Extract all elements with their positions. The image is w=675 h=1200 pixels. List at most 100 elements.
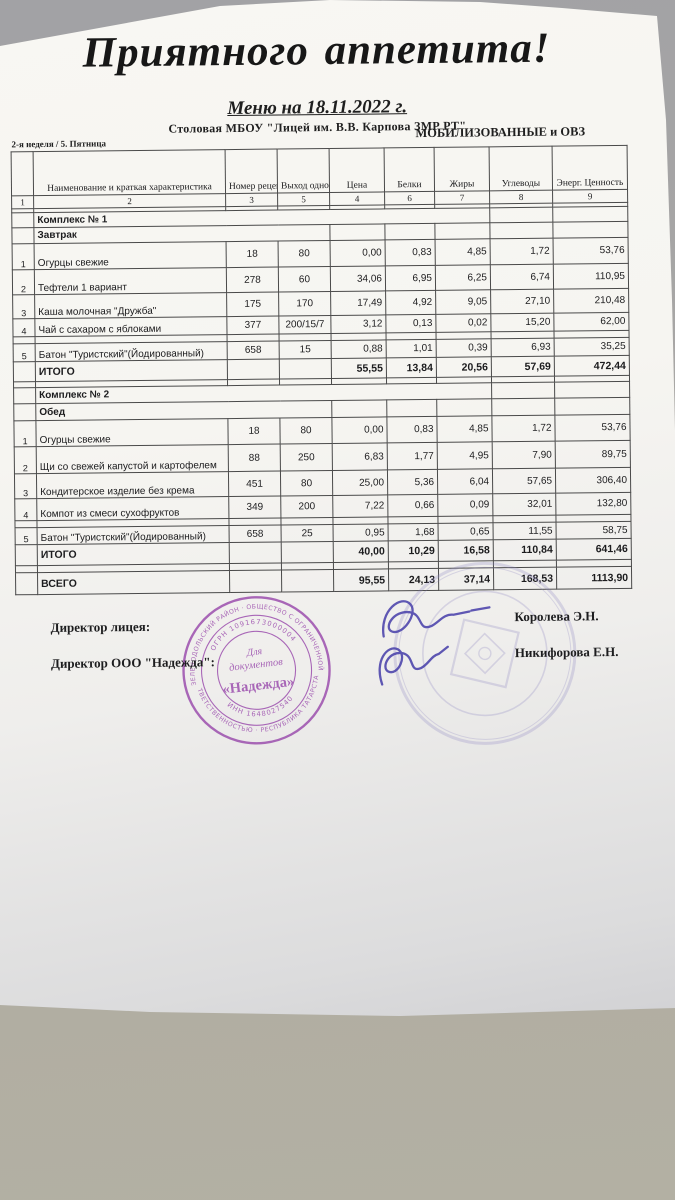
column-number: 1	[11, 195, 34, 209]
column-number: 9	[552, 189, 628, 204]
column-header-price: Цена	[329, 147, 385, 193]
header-row: Наименование и краткая характеристика Но…	[11, 145, 628, 196]
fat: 6,04	[437, 468, 493, 495]
fat: 0,09	[437, 493, 493, 517]
recipe-number: 278	[226, 267, 279, 293]
fat: 4,85	[436, 415, 493, 443]
week-day-label: 2-я неделя / 5. Пятница	[11, 138, 107, 150]
row-number: 4	[14, 498, 37, 521]
column-header-protein: Белки	[384, 147, 435, 192]
portion-size: 25	[281, 524, 334, 543]
energy: 58,75	[556, 521, 632, 540]
fat: 0,65	[438, 522, 494, 541]
carbs: 6,74	[490, 264, 554, 290]
column-header-energy: Энерг. Ценность	[552, 145, 628, 191]
protein: 0,83	[386, 416, 438, 443]
row-number: 2	[12, 269, 35, 295]
carbs: 1,72	[490, 238, 554, 265]
recipe-number: 349	[228, 496, 281, 519]
energy: 53,76	[554, 414, 631, 442]
subtotal-price: 55,55	[331, 357, 387, 379]
fat: 6,25	[435, 264, 491, 291]
price: 17,49	[330, 290, 386, 316]
recipe-number: 175	[226, 292, 279, 317]
director-nadezhda-label: Директор ООО "Надежда":	[50, 654, 215, 671]
stamp-outer-top-text: ЗЕЛЕНОДОЛЬСКИЙ РАЙОН · ОБЩЕСТВО С ОГРАНИ…	[182, 596, 326, 686]
recipe-number: 658	[229, 525, 282, 543]
menu-table: Наименование и краткая характеристика Но…	[11, 145, 633, 595]
energy: 62,00	[553, 312, 629, 332]
energy: 210,48	[553, 288, 629, 314]
protein: 1,68	[388, 523, 439, 541]
svg-text:ЗЕЛЕНОДОЛЬСКИЙ РАЙОН · ОБЩЕСТВ: ЗЕЛЕНОДОЛЬСКИЙ РАЙОН · ОБЩЕСТВО С ОГРАНИ…	[182, 596, 326, 686]
subtotal-label: ИТОГО	[35, 359, 228, 382]
portion-size: 200	[280, 495, 333, 519]
subtotal-price: 40,00	[333, 540, 389, 563]
fat: 0,02	[435, 313, 492, 333]
protein: 1,01	[386, 339, 437, 358]
row-number: 4	[12, 318, 36, 337]
signature-koroleva	[382, 600, 491, 638]
recipe-number: 451	[228, 471, 281, 497]
price: 6,83	[332, 442, 388, 471]
energy: 306,40	[555, 467, 631, 494]
fat: 4,95	[437, 441, 493, 470]
stamp-center-line1: Для	[245, 646, 263, 659]
row-number: 1	[13, 420, 37, 447]
subtotal-label: ИТОГО	[37, 542, 230, 566]
energy: 53,76	[553, 237, 629, 265]
portion-size: 80	[278, 240, 331, 268]
page-title: Приятного аппетита!	[82, 24, 551, 77]
protein: 4,92	[385, 290, 436, 315]
dish-name: Батон "Туристский"(Йодированный)	[35, 341, 228, 362]
dish-name: Тефтели 1 вариант	[34, 267, 227, 295]
signature-ink	[378, 600, 491, 686]
price: 0,00	[330, 239, 386, 267]
dish-name: Огурцы свежие	[34, 241, 227, 270]
stamp-center-line2: документов	[229, 657, 284, 674]
recipe-number: 658	[227, 341, 280, 360]
portion-size: 250	[280, 443, 333, 472]
signature-nikiforova	[378, 645, 449, 686]
protein: 0,13	[385, 314, 437, 333]
dish-name: Компот из смеси сухофруктов	[36, 496, 229, 521]
column-header-carbs: Углеводы	[489, 146, 553, 191]
audience-label: МОБИЛИЗОВАННЫЕ и ОВЗ	[415, 124, 586, 141]
protein: 1,77	[387, 442, 438, 470]
nadezhda-stamp: ЗЕЛЕНОДОЛЬСКИЙ РАЙОН · ОБЩЕСТВО С ОГРАНИ…	[160, 573, 331, 745]
protein: 6,95	[385, 265, 436, 291]
carbs: 27,10	[490, 289, 554, 314]
row-number: 2	[14, 446, 37, 474]
subtotal-protein: 13,84	[386, 357, 437, 378]
column-number: 8	[489, 190, 553, 204]
fat: 0,39	[436, 338, 492, 358]
energy: 89,75	[555, 440, 631, 469]
portion-size: 60	[278, 266, 331, 293]
price: 0,00	[331, 416, 388, 444]
column-number: 3	[225, 193, 278, 207]
dish-name: Огурцы свежие	[35, 418, 229, 447]
carbs: 57,65	[492, 468, 556, 494]
price: 0,88	[331, 339, 387, 359]
subtotal-carbs: 57,69	[491, 356, 555, 377]
recipe-number: 18	[227, 418, 281, 445]
energy: 110,95	[553, 263, 629, 290]
row-number: 3	[12, 294, 35, 319]
portion-size: 15	[279, 340, 332, 360]
dish-name: Каша молочная "Дружба"	[34, 292, 227, 319]
director-nadezhda-name: Никифорова Е.Н.	[514, 643, 619, 661]
carbs: 32,01	[492, 493, 556, 516]
column-header-out: Выход одного блюда, г.	[277, 148, 330, 194]
carbs: 11,55	[493, 522, 557, 540]
price: 3,12	[330, 314, 387, 334]
row-number: 1	[12, 243, 35, 270]
subtotal-energy: 472,44	[554, 355, 630, 377]
price: 7,22	[332, 494, 388, 518]
protein: 0,66	[387, 494, 438, 517]
energy: 132,80	[555, 492, 631, 516]
carbs: 7,90	[492, 441, 556, 469]
dish-name: Щи со свежей капустой и картофелем	[36, 444, 229, 474]
